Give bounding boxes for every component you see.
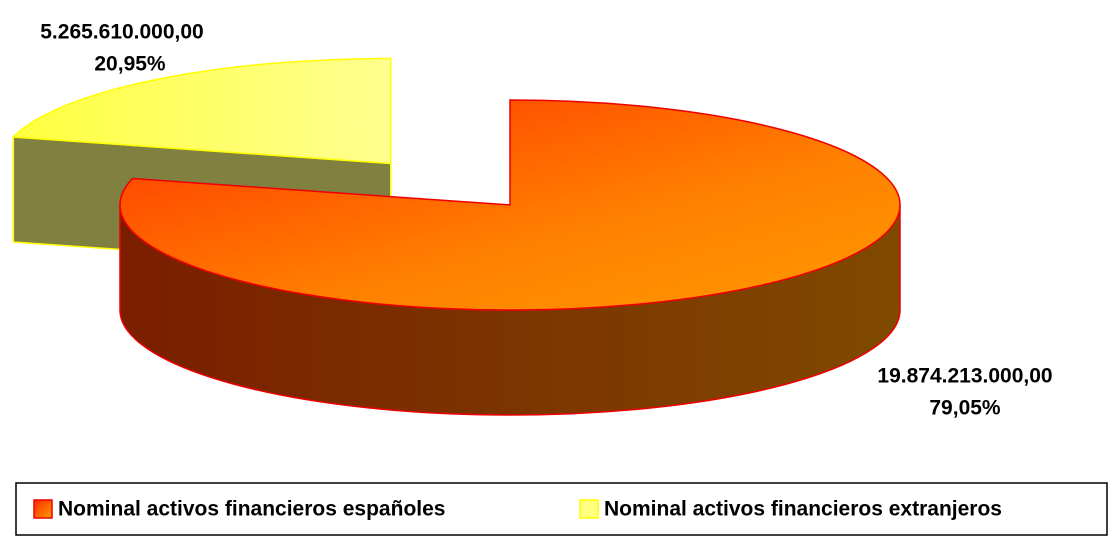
slice — [119, 99, 901, 311]
percent-label: 20,95% — [94, 53, 166, 76]
data-label: 5.265.610.000,00 — [40, 21, 204, 44]
legend-box — [15, 482, 1108, 536]
legend-swatch — [33, 499, 53, 519]
slice — [11, 57, 392, 165]
legend-label: Nominal activos financieros españoles — [58, 498, 445, 521]
percent-label: 79,05% — [929, 397, 1001, 420]
legend-label: Nominal activos financieros extranjeros — [604, 498, 1002, 521]
legend-swatch — [579, 499, 599, 519]
data-label: 19.874.213.000,00 — [877, 365, 1052, 388]
